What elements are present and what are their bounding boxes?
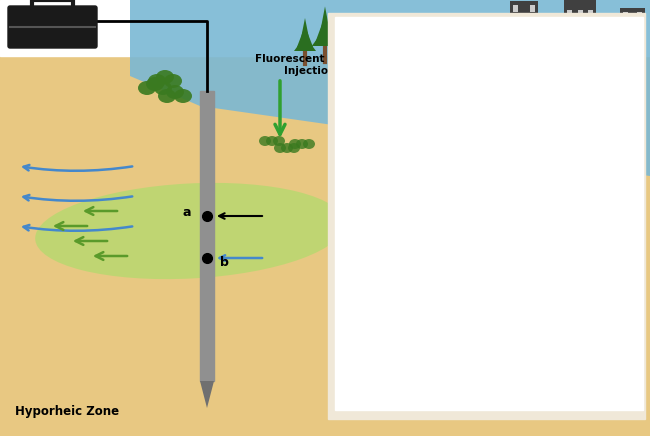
Bar <box>588 46 593 53</box>
Legend: 5-cm Depth, 15-cm Depth: 5-cm Depth, 15-cm Depth <box>549 26 629 58</box>
Bar <box>601 26 606 33</box>
Text: Hyporheic Zone: Hyporheic Zone <box>15 405 119 418</box>
Bar <box>601 46 606 53</box>
Polygon shape <box>335 36 355 50</box>
Ellipse shape <box>454 35 476 47</box>
Bar <box>623 46 628 53</box>
Bar <box>543 46 548 53</box>
Text: Flow Paths: Flow Paths <box>360 168 421 208</box>
Bar <box>510 1 538 56</box>
Bar <box>513 46 518 53</box>
Ellipse shape <box>289 139 301 149</box>
Bar <box>577 10 582 17</box>
Text: Surface Water: Surface Water <box>497 119 593 133</box>
Bar <box>540 18 562 56</box>
Bar <box>554 46 559 53</box>
Bar <box>530 25 535 33</box>
Bar <box>567 28 572 35</box>
Bar <box>0 0 650 56</box>
Bar <box>620 8 645 56</box>
Polygon shape <box>312 28 338 46</box>
Bar <box>554 22 559 29</box>
Ellipse shape <box>273 136 285 146</box>
Ellipse shape <box>156 70 174 84</box>
Bar <box>530 46 535 53</box>
Ellipse shape <box>296 139 308 149</box>
Text: Fluorescent Tracer
Injection: Fluorescent Tracer Injection <box>255 54 365 76</box>
Text: Intensity (Kilocounts/Second): Intensity (Kilocounts/Second) <box>337 131 348 305</box>
Ellipse shape <box>303 139 315 149</box>
Text: b: b <box>220 256 229 269</box>
Ellipse shape <box>429 30 451 42</box>
FancyBboxPatch shape <box>8 6 97 48</box>
Ellipse shape <box>259 136 271 146</box>
Polygon shape <box>297 26 313 47</box>
Text: a: a <box>183 205 191 218</box>
Bar <box>200 91 214 381</box>
Polygon shape <box>300 18 310 43</box>
Bar <box>577 28 582 35</box>
Bar <box>623 12 628 19</box>
Ellipse shape <box>288 143 300 153</box>
Bar <box>623 29 628 36</box>
Ellipse shape <box>266 136 278 146</box>
Bar <box>588 10 593 17</box>
Bar <box>610 26 615 33</box>
Text: b: b <box>400 236 411 251</box>
Bar <box>567 10 572 17</box>
Polygon shape <box>341 20 350 41</box>
Polygon shape <box>130 0 650 176</box>
Ellipse shape <box>281 143 293 153</box>
Ellipse shape <box>148 74 166 88</box>
Ellipse shape <box>164 74 182 88</box>
Bar <box>598 22 618 56</box>
Ellipse shape <box>166 85 184 99</box>
Bar <box>567 46 572 53</box>
Ellipse shape <box>146 77 164 91</box>
Bar <box>637 29 642 36</box>
Polygon shape <box>200 381 214 408</box>
Ellipse shape <box>35 183 345 279</box>
Polygon shape <box>294 36 316 51</box>
Bar <box>513 25 518 33</box>
Bar <box>564 0 596 56</box>
Ellipse shape <box>154 81 172 95</box>
Ellipse shape <box>274 143 286 153</box>
Bar <box>513 5 518 12</box>
Polygon shape <box>315 16 335 42</box>
Bar <box>588 28 593 35</box>
Ellipse shape <box>158 89 176 103</box>
Bar <box>637 46 642 53</box>
Bar <box>543 22 548 29</box>
Text: a: a <box>400 36 410 51</box>
Polygon shape <box>319 7 331 38</box>
Ellipse shape <box>174 89 192 103</box>
Bar <box>577 46 582 53</box>
Bar <box>637 12 642 19</box>
Ellipse shape <box>138 81 156 95</box>
Bar <box>610 46 615 53</box>
X-axis label: Time (Min): Time (Min) <box>478 390 545 400</box>
Polygon shape <box>338 27 352 45</box>
Bar <box>530 5 535 12</box>
